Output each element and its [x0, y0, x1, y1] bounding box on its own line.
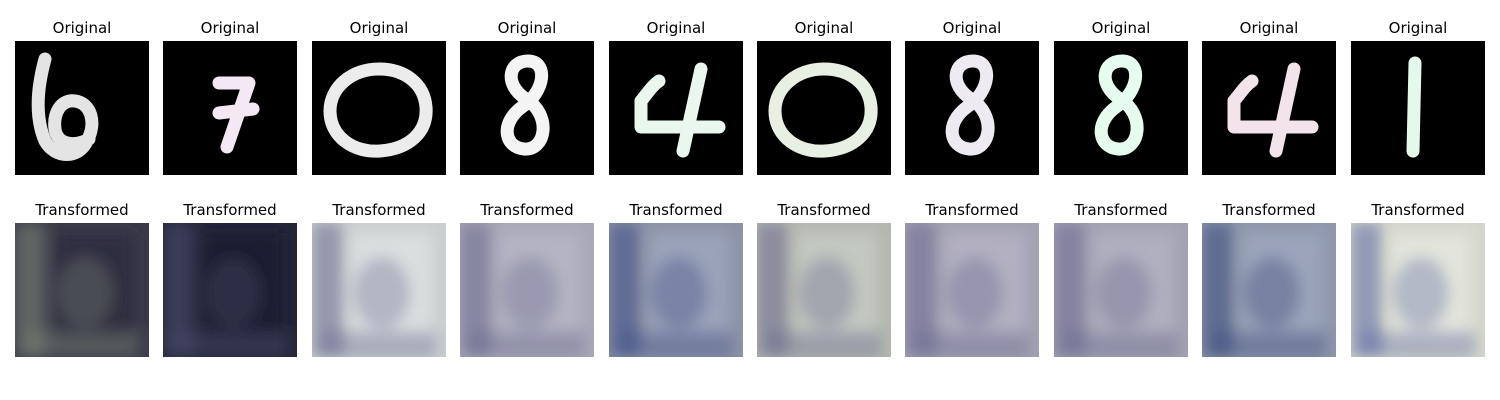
transformed-title: Transformed [777, 201, 871, 219]
original-digit-image [1351, 41, 1485, 175]
original-title: Original [497, 19, 557, 37]
original-digit-image [609, 41, 743, 175]
original-digit-image [460, 41, 594, 175]
transformed-image [1054, 223, 1188, 357]
transformed-image [1351, 223, 1485, 357]
original-digit-image [163, 41, 297, 175]
transformed-title: Transformed [35, 201, 129, 219]
transformed-image [905, 223, 1039, 357]
original-title: Original [646, 19, 706, 37]
original-digit-image [312, 41, 446, 175]
original-title: Original [200, 19, 260, 37]
transformed-image [312, 223, 446, 357]
transformed-title: Transformed [1371, 201, 1465, 219]
transformed-title: Transformed [1222, 201, 1316, 219]
original-title: Original [1388, 19, 1448, 37]
original-digit-image [905, 41, 1039, 175]
transformed-title: Transformed [332, 201, 426, 219]
transformed-image [163, 223, 297, 357]
original-title: Original [1239, 19, 1299, 37]
transformed-title: Transformed [183, 201, 277, 219]
original-digit-image [1202, 41, 1336, 175]
original-title: Original [942, 19, 1002, 37]
original-digit-image [15, 41, 149, 175]
transformed-title: Transformed [1074, 201, 1168, 219]
original-digit-image [1054, 41, 1188, 175]
transformed-title: Transformed [629, 201, 723, 219]
transformed-image [460, 223, 594, 357]
transformed-image [1202, 223, 1336, 357]
transformed-image [15, 223, 149, 357]
transformed-image [609, 223, 743, 357]
original-title: Original [794, 19, 854, 37]
transformed-title: Transformed [925, 201, 1019, 219]
transformed-title: Transformed [480, 201, 574, 219]
original-digit-image [757, 41, 891, 175]
original-title: Original [349, 19, 409, 37]
original-title: Original [52, 19, 112, 37]
original-title: Original [1091, 19, 1151, 37]
transformed-image [757, 223, 891, 357]
